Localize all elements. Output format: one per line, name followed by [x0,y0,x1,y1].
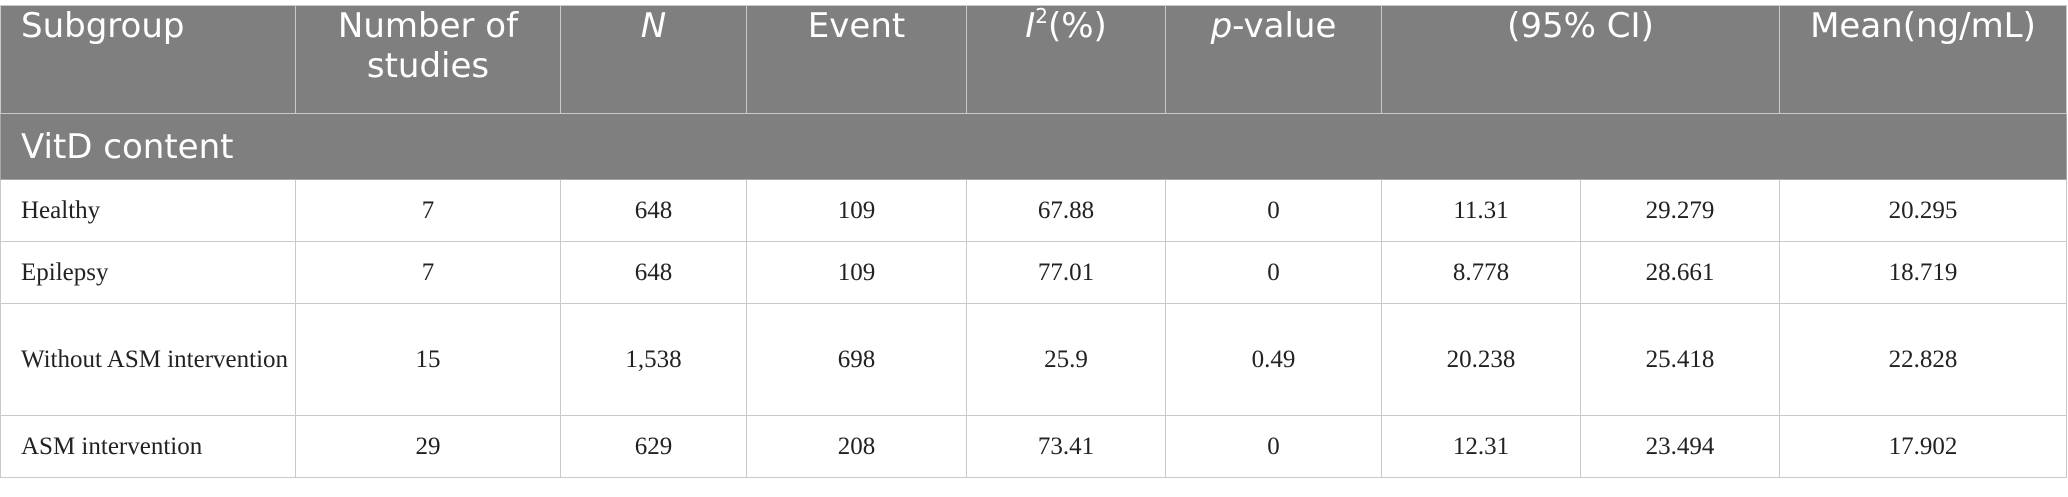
cell-event: 698 [746,303,967,416]
cell-studies: 7 [295,179,561,242]
header-i2-rest: (%) [1047,6,1107,46]
header-event: Event [746,5,967,114]
table-row: Epilepsy 7 648 109 77.01 0 8.778 28.661 … [0,241,2067,304]
header-p-rest: -value [1232,6,1337,46]
header-number-of-studies: Number of studies [295,5,561,114]
header-subgroup: Subgroup [0,5,296,114]
cell-i2: 67.88 [966,179,1166,242]
cell-event: 208 [746,415,967,478]
header-ci: (95% CI) [1381,5,1780,114]
header-i2: I2(%) [966,4,1166,114]
section-label: VitD content [0,113,2067,180]
cell-studies: 15 [295,303,561,416]
cell-event: 109 [746,179,967,242]
cell-ci-low: 8.778 [1381,241,1581,304]
header-p-value: p-value [1165,5,1382,114]
cell-mean: 22.828 [1779,303,2067,416]
cell-subgroup: Without ASM intervention [0,303,296,416]
cell-ci-low: 12.31 [1381,415,1581,478]
cell-studies: 29 [295,415,561,478]
section-row: VitD content [0,113,2067,180]
cell-n: 648 [560,179,747,242]
cell-p-value: 0 [1165,415,1382,478]
cell-ci-high: 28.661 [1580,241,1780,304]
cell-n: 1,538 [560,303,747,416]
cell-i2: 25.9 [966,303,1166,416]
cell-subgroup: Epilepsy [0,241,296,304]
cell-n: 648 [560,241,747,304]
header-i2-base: I [1025,6,1036,46]
header-row: Subgroup Number of studies N Event I2(%)… [0,4,2067,114]
cell-mean: 17.902 [1779,415,2067,478]
cell-ci-low: 20.238 [1381,303,1581,416]
header-n: N [560,5,747,114]
cell-p-value: 0 [1165,179,1382,242]
cell-ci-high: 29.279 [1580,179,1780,242]
table-row: Healthy 7 648 109 67.88 0 11.31 29.279 2… [0,179,2067,242]
cell-event: 109 [746,241,967,304]
subgroup-table: Subgroup Number of studies N Event I2(%)… [0,5,2067,478]
table-row: ASM intervention 29 629 208 73.41 0 12.3… [0,415,2067,478]
cell-ci-high: 23.494 [1580,415,1780,478]
cell-subgroup: Healthy [0,179,296,242]
cell-studies: 7 [295,241,561,304]
cell-i2: 77.01 [966,241,1166,304]
cell-p-value: 0 [1165,241,1382,304]
cell-p-value: 0.49 [1165,303,1382,416]
cell-n: 629 [560,415,747,478]
header-n-text: N [640,6,667,46]
cell-ci-high: 25.418 [1580,303,1780,416]
header-p-italic: p [1210,6,1233,46]
cell-subgroup: ASM intervention [0,415,296,478]
cell-mean: 20.295 [1779,179,2067,242]
header-i2-sup: 2 [1035,4,1048,28]
cell-mean: 18.719 [1779,241,2067,304]
cell-i2: 73.41 [966,415,1166,478]
header-mean: Mean(ng/mL) [1779,5,2067,114]
cell-ci-low: 11.31 [1381,179,1581,242]
table-row: Without ASM intervention 15 1,538 698 25… [0,303,2067,416]
